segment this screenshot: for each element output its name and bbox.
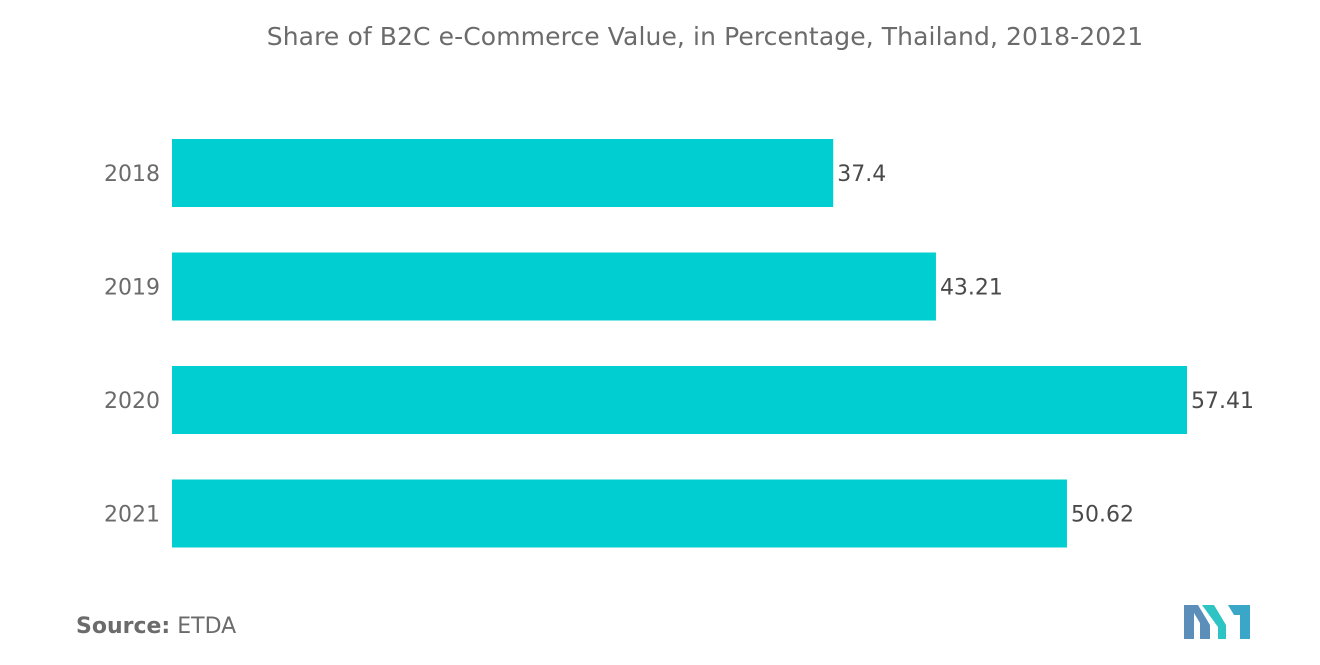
value-label-2019: 43.21	[940, 276, 1003, 301]
bar-2021	[172, 479, 1067, 548]
bar-2019	[172, 252, 936, 321]
value-label-2020: 57.41	[1191, 389, 1254, 414]
logo-middle-shape	[1202, 605, 1226, 639]
category-label-2018: 2018	[104, 162, 160, 187]
bar-2018	[172, 139, 834, 207]
bar-chart: 2018 37.4 2019 43.21 2020 57.41 2021 50.62	[104, 139, 1254, 548]
category-label-2021: 2021	[104, 503, 160, 528]
category-label-2020: 2020	[104, 389, 160, 414]
source-label: Source:	[76, 614, 171, 639]
value-label-2018: 37.4	[837, 162, 886, 187]
logo-right-shape	[1224, 605, 1250, 639]
source-text: ETDA	[177, 614, 237, 639]
bar-2020	[172, 366, 1187, 434]
chart-title: Share of B2C e-Commerce Value, in Percen…	[266, 22, 1144, 51]
source-note: Source: ETDA	[76, 614, 236, 639]
category-label-2019: 2019	[104, 276, 160, 301]
value-label-2021: 50.62	[1071, 503, 1134, 528]
logo-left-shape	[1184, 605, 1210, 639]
mordor-intelligence-logo-icon	[1184, 605, 1250, 639]
